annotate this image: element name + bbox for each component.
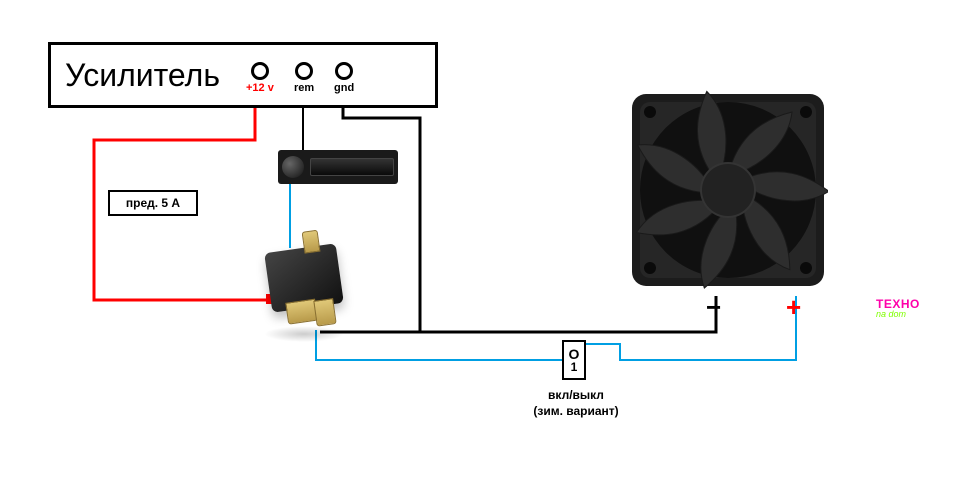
terminal-ring-icon (295, 62, 313, 80)
wire-switch-to-fan (574, 296, 796, 360)
terminal-12v-label: +12 v (246, 82, 274, 94)
switch-caption-line2: (зим. вариант) (516, 404, 636, 420)
terminal-gnd: gnd (334, 62, 354, 94)
stereo-screen (310, 158, 394, 176)
terminal-ring-icon (335, 62, 353, 80)
fan-plus-label: + (786, 292, 801, 323)
wire-relay-to-switch (316, 330, 574, 360)
cooling-fan (628, 90, 828, 295)
terminal-12v: +12 v (246, 62, 274, 94)
terminal-ring-icon (251, 62, 269, 80)
relay-terminal-icon (313, 298, 336, 327)
stereo-knob-icon (282, 156, 304, 178)
relay-terminal-icon (302, 230, 321, 254)
relay (268, 248, 340, 308)
fuse-block: пред. 5 А (108, 190, 198, 216)
switch-o-glyph: O (569, 347, 580, 361)
fan-icon (628, 90, 828, 290)
wire-gnd-to-fan (420, 296, 716, 332)
terminal-gnd-label: gnd (334, 82, 354, 94)
switch-caption-line1: вкл/выкл (516, 388, 636, 404)
relay-body (264, 243, 344, 312)
terminal-rem-label: rem (294, 82, 314, 94)
switch-caption: вкл/выкл (зим. вариант) (516, 388, 636, 419)
fan-minus-label: − (706, 292, 721, 323)
relay-shadow (264, 326, 344, 342)
amplifier-label: Усилитель (65, 57, 220, 94)
amplifier-block: Усилитель (48, 42, 438, 108)
watermark: ТЕХНО na dom (876, 298, 920, 319)
on-off-switch[interactable]: O 1 (562, 340, 586, 380)
watermark-line2: na dom (876, 310, 920, 319)
fuse-label: пред. 5 А (126, 196, 180, 210)
car-stereo (278, 150, 398, 184)
switch-1-glyph: 1 (571, 361, 578, 373)
terminal-rem: rem (294, 62, 314, 94)
